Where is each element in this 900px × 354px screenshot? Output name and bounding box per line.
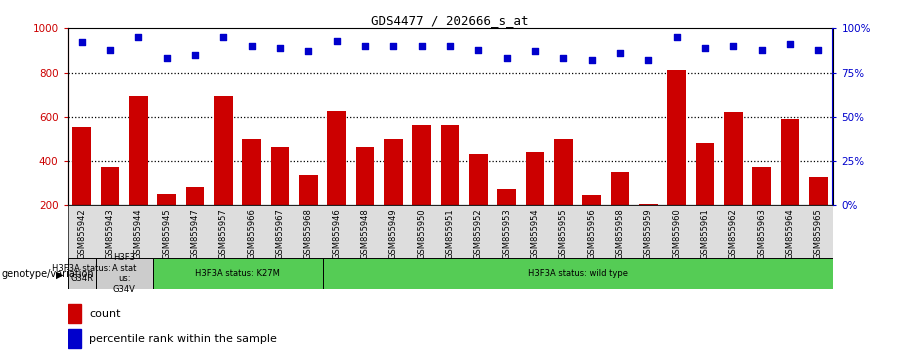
Bar xyxy=(582,195,601,250)
Bar xyxy=(611,172,629,250)
Text: H3F3A status: K27M: H3F3A status: K27M xyxy=(195,269,280,278)
Text: count: count xyxy=(89,309,121,319)
Point xyxy=(245,43,259,49)
Bar xyxy=(668,70,686,250)
Point xyxy=(556,56,571,61)
Point xyxy=(500,56,514,61)
Text: GSM855942: GSM855942 xyxy=(77,208,86,259)
Bar xyxy=(639,204,658,250)
Point xyxy=(527,48,542,54)
Bar xyxy=(752,167,771,250)
Point xyxy=(641,57,655,63)
Bar xyxy=(73,127,91,250)
Point xyxy=(358,43,373,49)
Point xyxy=(415,43,429,49)
Bar xyxy=(158,194,176,250)
Point xyxy=(471,47,485,52)
Point xyxy=(75,40,89,45)
Text: H3F3A status: wild type: H3F3A status: wild type xyxy=(527,269,627,278)
Point xyxy=(188,52,202,58)
Point xyxy=(103,47,117,52)
Text: GSM855962: GSM855962 xyxy=(729,208,738,259)
Text: GSM855945: GSM855945 xyxy=(162,208,171,259)
Text: GSM855948: GSM855948 xyxy=(361,208,370,259)
Text: GSM855946: GSM855946 xyxy=(332,208,341,259)
Bar xyxy=(271,147,289,250)
Bar xyxy=(526,152,544,250)
Point xyxy=(783,41,797,47)
Text: GSM855957: GSM855957 xyxy=(219,208,228,259)
Text: GSM855949: GSM855949 xyxy=(389,208,398,259)
Bar xyxy=(68,329,81,348)
Bar xyxy=(554,139,572,250)
Text: GSM855955: GSM855955 xyxy=(559,208,568,259)
Title: GDS4477 / 202666_s_at: GDS4477 / 202666_s_at xyxy=(371,14,529,27)
Bar xyxy=(299,175,318,250)
Text: GSM855956: GSM855956 xyxy=(587,208,596,259)
Text: GSM855960: GSM855960 xyxy=(672,208,681,259)
Bar xyxy=(441,125,459,250)
Bar xyxy=(696,143,715,250)
Point xyxy=(159,56,174,61)
Bar xyxy=(95,258,152,289)
Text: GSM855959: GSM855959 xyxy=(644,208,652,259)
Text: ▶: ▶ xyxy=(56,269,63,279)
Point xyxy=(443,43,457,49)
Text: GSM855947: GSM855947 xyxy=(191,208,200,259)
Point xyxy=(754,47,769,52)
Text: GSM855968: GSM855968 xyxy=(304,208,313,259)
Text: GSM855967: GSM855967 xyxy=(275,208,284,259)
Text: GSM855944: GSM855944 xyxy=(134,208,143,259)
Text: GSM855966: GSM855966 xyxy=(248,208,256,259)
Bar xyxy=(68,258,95,289)
Text: GSM855950: GSM855950 xyxy=(418,208,427,259)
Bar xyxy=(68,304,81,323)
Bar xyxy=(809,177,827,250)
Text: GSM855952: GSM855952 xyxy=(473,208,482,259)
Text: percentile rank within the sample: percentile rank within the sample xyxy=(89,333,277,344)
Bar xyxy=(152,258,322,289)
Point xyxy=(811,47,825,52)
Point xyxy=(329,38,344,44)
Bar xyxy=(185,187,204,250)
Point xyxy=(670,34,684,40)
Bar xyxy=(242,139,261,250)
Point xyxy=(216,34,230,40)
Text: GSM855961: GSM855961 xyxy=(700,208,709,259)
Text: GSM855943: GSM855943 xyxy=(105,208,114,259)
Text: GSM855954: GSM855954 xyxy=(530,208,539,259)
Point xyxy=(698,45,712,51)
Point xyxy=(613,50,627,56)
Point xyxy=(726,43,741,49)
Bar xyxy=(129,96,148,250)
Point xyxy=(273,45,287,51)
Bar xyxy=(214,96,232,250)
Text: GSM855963: GSM855963 xyxy=(757,208,766,259)
Bar xyxy=(101,167,119,250)
Point xyxy=(386,43,400,49)
Text: genotype/variation: genotype/variation xyxy=(2,269,94,279)
Bar xyxy=(322,258,832,289)
Text: GSM855953: GSM855953 xyxy=(502,208,511,259)
Bar xyxy=(412,125,431,250)
Bar xyxy=(328,110,346,250)
Text: H3F3A status:
G34R: H3F3A status: G34R xyxy=(52,264,111,283)
Point xyxy=(584,57,598,63)
Bar xyxy=(469,154,488,250)
Bar xyxy=(781,120,799,250)
Bar xyxy=(384,139,402,250)
Bar xyxy=(724,112,742,250)
Bar xyxy=(498,189,516,250)
Point xyxy=(131,34,146,40)
Text: GSM855964: GSM855964 xyxy=(786,208,795,259)
Text: GSM855951: GSM855951 xyxy=(446,208,454,259)
Text: GSM855958: GSM855958 xyxy=(616,208,625,259)
Text: H3F3
A stat
us:
G34V: H3F3 A stat us: G34V xyxy=(112,253,137,293)
Bar xyxy=(356,147,374,250)
Text: GSM855965: GSM855965 xyxy=(814,208,823,259)
Point xyxy=(302,48,316,54)
